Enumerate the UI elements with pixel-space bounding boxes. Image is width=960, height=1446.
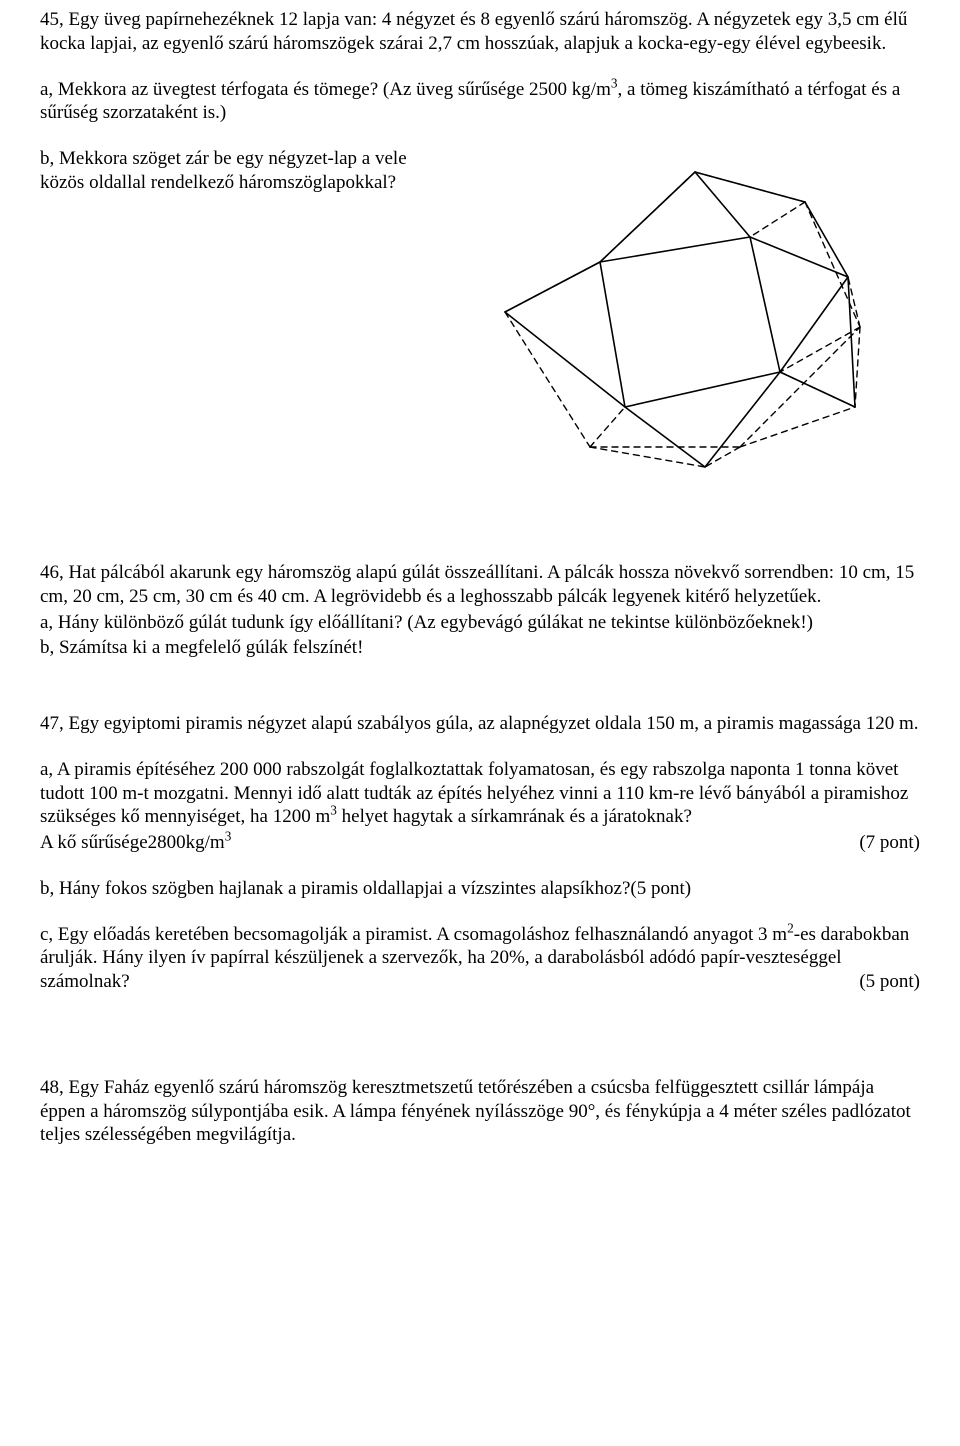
p47-density-sup: 3 [225,829,232,844]
spacer-2 [40,682,920,712]
p45-a: a, Mekkora az üvegtest térfogata és töme… [40,78,920,126]
p47-b: b, Hány fokos szögben hajlanak a piramis… [40,877,920,901]
p45-a-sup: 3 [611,75,618,90]
p48-intro: 48, Egy Faház egyenlő szárú háromszög ke… [40,1076,920,1147]
p45-b: b, Mekkora szöget zár be egy négyzet-lap… [40,147,410,195]
p45-figure-col [420,147,920,477]
cuboctahedron-figure [450,147,890,477]
p46-b: b, Számítsa ki a megfelelő gúlák felszín… [40,636,920,660]
p45-a-text: a, Mekkora az üvegtest térfogata és töme… [40,79,611,100]
spacer-3 [40,1016,920,1076]
p47-c-sup: 2 [787,920,794,935]
p47-b-points: (5 pont) [630,878,691,899]
spacer-1 [40,501,920,561]
p47-intro: 47, Egy egyiptomi piramis négyzet alapú … [40,712,920,736]
p47-a-sup: 3 [330,803,337,818]
p46-a: a, Hány különböző gúlát tudunk így előál… [40,611,920,635]
p47-density-line: A kő sűrűsége2800kg/m3 (7 pont) [40,831,920,855]
p47-a-points: (7 pont) [859,831,920,855]
p47-a-tail: helyet hagytak a sírkamrának és a járato… [337,806,692,827]
p47-c: c, Egy előadás keretében becsomagolják a… [40,923,920,994]
p46-intro: 46, Hat pálcából akarunk egy háromszög a… [40,561,920,609]
p47-c-text: c, Egy előadás keretében becsomagolják a… [40,924,787,945]
p47-density: A kő sűrűsége2800kg/m [40,832,225,853]
p47-a: a, A piramis építéséhez 200 000 rabszolg… [40,758,920,829]
p47-b-text: b, Hány fokos szögben hajlanak a piramis… [40,878,630,899]
p45-intro: 45, Egy üveg papírnehezéknek 12 lapja va… [40,8,920,56]
p45-b-row: b, Mekkora szöget zár be egy négyzet-lap… [40,147,920,477]
p45-b-textcol: b, Mekkora szöget zár be egy négyzet-lap… [40,147,420,195]
p47-c-points: (5 pont) [859,970,920,994]
